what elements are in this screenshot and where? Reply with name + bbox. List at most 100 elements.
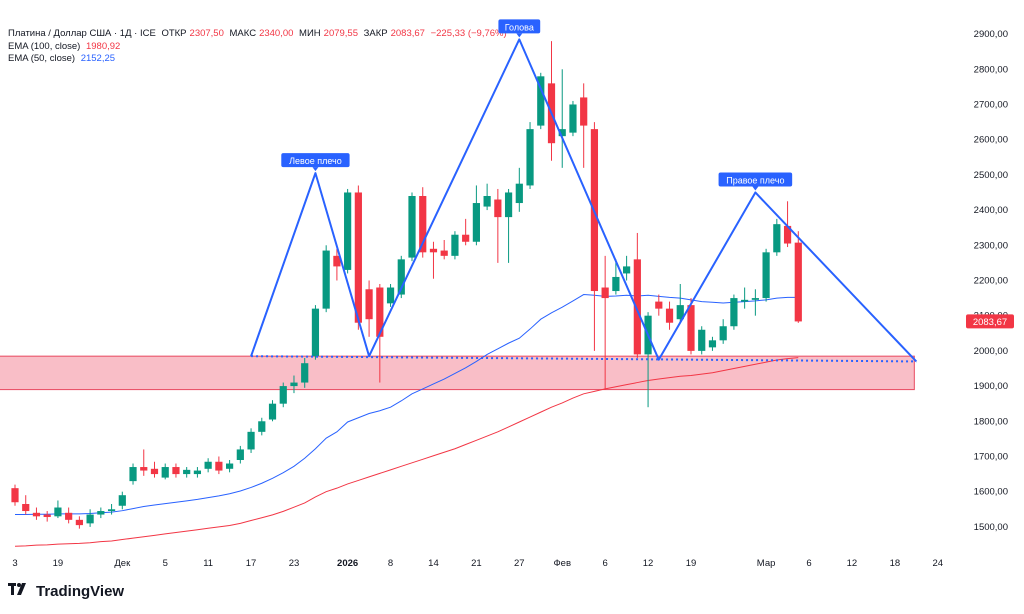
- candle-body: [451, 234, 459, 256]
- candle-body: [623, 266, 631, 274]
- y-tick-label: 1900,00: [974, 381, 1008, 392]
- low-label: МИН: [299, 28, 321, 39]
- low-value: 2079,55: [323, 28, 358, 39]
- x-tick-label: 12: [847, 558, 858, 569]
- candle-body: [97, 511, 105, 515]
- x-tick-label: 21: [471, 558, 482, 569]
- candle-body: [118, 495, 126, 506]
- candle-body: [504, 192, 513, 218]
- tradingview-mark-icon: [8, 582, 30, 600]
- x-tick-label: 5: [163, 558, 168, 569]
- candle-body: [322, 250, 330, 309]
- close-label: ЗАКР: [363, 28, 388, 39]
- candle-body: [247, 431, 255, 450]
- neckline: [251, 355, 917, 363]
- annotation-pointer: [752, 186, 759, 191]
- candle-body: [665, 308, 674, 323]
- x-tick-label: 14: [428, 558, 439, 569]
- chart-header: Платина / Доллар США · 1Д · ICE ОТКР 2307…: [8, 28, 510, 39]
- candle-body: [783, 225, 792, 244]
- y-tick-label: 1600,00: [974, 487, 1008, 498]
- x-tick-label: 23: [289, 558, 300, 569]
- ema100-line: [14, 357, 799, 547]
- x-tick-label: 3: [12, 558, 17, 569]
- candle-body: [150, 468, 159, 475]
- candle-body: [730, 298, 738, 327]
- y-tick-label: 1700,00: [974, 451, 1008, 462]
- candle-body: [558, 129, 566, 137]
- candle-body: [794, 242, 802, 322]
- ema100-label: EMA (100, close): [8, 41, 81, 52]
- x-tick-label: 17: [246, 558, 257, 569]
- ema50-legend[interactable]: EMA (50, close) 2152,25: [8, 53, 118, 64]
- candle-body: [397, 259, 405, 295]
- x-tick-label: 18: [890, 558, 901, 569]
- candle-body: [741, 299, 749, 302]
- y-tick-label: 2400,00: [974, 205, 1008, 216]
- last-price-label: 2083,67: [973, 317, 1007, 328]
- candle-body: [633, 259, 641, 355]
- candle-body: [580, 97, 588, 126]
- candle-body: [107, 509, 116, 512]
- candle-body: [773, 224, 781, 253]
- candle-body: [204, 461, 212, 469]
- candle-body: [655, 301, 663, 309]
- candle-body: [708, 340, 717, 348]
- x-tick-label: Дек: [114, 558, 131, 569]
- candle-body: [472, 203, 480, 242]
- change-value: −225,33 (−9,76%): [430, 28, 507, 39]
- candle-body: [333, 255, 341, 267]
- candle-body: [290, 382, 298, 387]
- head-shoulders-pattern: [250, 38, 918, 363]
- candle-body: [569, 104, 577, 133]
- candle-body: [408, 196, 416, 258]
- annotation-label: Левое плечо: [289, 156, 342, 166]
- candle-body: [751, 298, 759, 300]
- tradingview-logo[interactable]: TradingView: [8, 582, 124, 600]
- candle-body: [698, 329, 706, 351]
- annotation-pointer: [312, 167, 319, 172]
- last-price-tag: [966, 314, 1014, 329]
- candle-body: [429, 248, 438, 253]
- annotation-label: Правое плечо: [726, 175, 784, 185]
- candle-body: [515, 183, 523, 204]
- candle-body: [54, 507, 62, 517]
- annotation-label: Голова: [505, 22, 534, 32]
- y-tick-label: 2600,00: [974, 135, 1008, 146]
- ema100-legend[interactable]: EMA (100, close) 1980,92: [8, 41, 123, 52]
- y-tick-label: 2800,00: [974, 64, 1008, 75]
- candle-body: [75, 519, 83, 526]
- candle-body: [419, 196, 427, 253]
- candle-body: [43, 514, 51, 518]
- candle-body: [676, 305, 684, 320]
- annotation-pointer: [516, 33, 523, 38]
- x-tick-label: Мар: [757, 558, 776, 569]
- y-tick-label: 2300,00: [974, 240, 1008, 251]
- ema100-value: 1980,92: [85, 41, 121, 52]
- candle-body: [161, 467, 169, 478]
- x-tick-label: 24: [932, 558, 943, 569]
- support-zone: [0, 355, 915, 391]
- tradingview-wordmark: TradingView: [36, 582, 125, 600]
- annotation-label-bg: [281, 153, 350, 168]
- candle-body: [612, 276, 620, 292]
- candle-body: [494, 199, 502, 218]
- candle-body: [687, 305, 695, 351]
- symbol-title[interactable]: Платина / Доллар США · 1Д · ICE: [8, 28, 156, 39]
- high-label: МАКС: [229, 28, 257, 39]
- candle-body: [526, 129, 534, 186]
- candle-body: [440, 250, 448, 256]
- open-label: ОТКР: [161, 28, 187, 39]
- candle-body: [354, 192, 362, 323]
- ema50-value: 2152,25: [80, 53, 116, 64]
- y-tick-label: 2200,00: [974, 275, 1008, 286]
- candle-body: [386, 287, 395, 304]
- candle-body: [279, 386, 287, 404]
- open-value: 2307,50: [189, 28, 224, 39]
- candle-body: [376, 287, 384, 337]
- price-chart[interactable]: Левое плечо Голова Правое плечо 1500,00 1600…: [0, 0, 1024, 580]
- candle-body: [462, 234, 470, 242]
- x-tick-label: 19: [53, 558, 64, 569]
- candle-body: [183, 469, 191, 475]
- candle-body: [22, 504, 30, 512]
